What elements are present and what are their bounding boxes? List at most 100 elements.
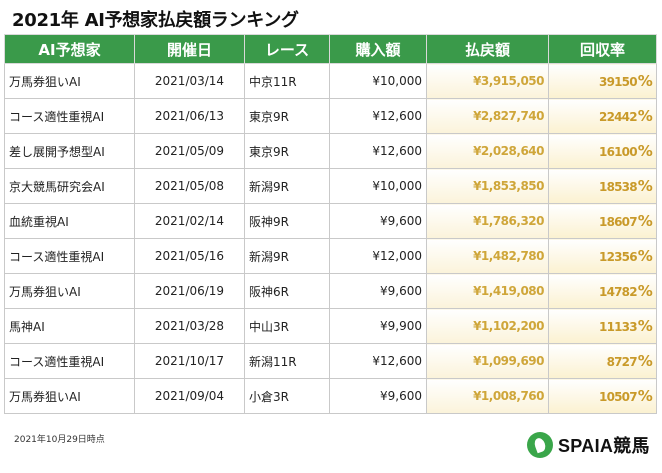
cell-date: 2021/06/19	[134, 273, 245, 309]
table-header-row: AI予想家 開催日 レース 購入額 払戻額 回収率	[4, 34, 657, 64]
cell-payout: ¥1,102,200	[426, 308, 549, 344]
rate-value: 16100	[599, 145, 638, 159]
cell-ai: 差し展開予想型AI	[4, 133, 135, 169]
table-row: 京大競馬研究会AI 2021/05/08 新潟9R ¥10,000 ¥1,853…	[4, 168, 657, 204]
rate-percent: %	[637, 107, 653, 125]
cell-race: 新潟9R	[244, 238, 330, 274]
rate-percent: %	[637, 387, 653, 405]
rate-value: 22442	[599, 110, 638, 124]
cell-payout: ¥1,853,850	[426, 168, 549, 204]
cell-race: 小倉3R	[244, 378, 330, 414]
cell-purchase: ¥9,600	[329, 273, 427, 309]
header-purchase: 購入額	[329, 34, 427, 64]
cell-rate: 8727%	[548, 343, 657, 379]
cell-payout: ¥1,419,080	[426, 273, 549, 309]
table-row: コース適性重視AI 2021/10/17 新潟11R ¥12,600 ¥1,09…	[4, 343, 657, 379]
rate-value: 39150	[599, 75, 638, 89]
header-rate: 回収率	[548, 34, 657, 64]
cell-rate: 10507%	[548, 378, 657, 414]
cell-purchase: ¥10,000	[329, 63, 427, 99]
cell-ai: コース適性重視AI	[4, 98, 135, 134]
table-row: 万馬券狙いAI 2021/06/19 阪神6R ¥9,600 ¥1,419,08…	[4, 273, 657, 309]
cell-date: 2021/05/09	[134, 133, 245, 169]
cell-race: 東京9R	[244, 133, 330, 169]
cell-race: 阪神6R	[244, 273, 330, 309]
cell-rate: 11133%	[548, 308, 657, 344]
cell-race: 東京9R	[244, 98, 330, 134]
cell-date: 2021/09/04	[134, 378, 245, 414]
table-row: コース適性重視AI 2021/05/16 新潟9R ¥12,000 ¥1,482…	[4, 238, 657, 274]
rate-percent: %	[637, 212, 653, 230]
table-row: 万馬券狙いAI 2021/03/14 中京11R ¥10,000 ¥3,915,…	[4, 63, 657, 99]
cell-date: 2021/05/16	[134, 238, 245, 274]
rate-value: 10507	[599, 390, 638, 404]
rate-percent: %	[637, 177, 653, 195]
cell-purchase: ¥12,000	[329, 238, 427, 274]
cell-payout: ¥1,786,320	[426, 203, 549, 239]
ranking-table: AI予想家 開催日 レース 購入額 払戻額 回収率 万馬券狙いAI 2021/0…	[4, 34, 657, 414]
cell-payout: ¥3,915,050	[426, 63, 549, 99]
rate-value: 14782	[599, 285, 638, 299]
cell-payout: ¥2,827,740	[426, 98, 549, 134]
cell-date: 2021/06/13	[134, 98, 245, 134]
cell-purchase: ¥12,600	[329, 98, 427, 134]
cell-rate: 12356%	[548, 238, 657, 274]
cell-payout: ¥1,008,760	[426, 378, 549, 414]
rate-value: 18607	[599, 215, 638, 229]
header-date: 開催日	[134, 34, 245, 64]
cell-ai: 馬神AI	[4, 308, 135, 344]
cell-rate: 22442%	[548, 98, 657, 134]
rate-percent: %	[637, 142, 653, 160]
cell-date: 2021/05/08	[134, 168, 245, 204]
cell-date: 2021/02/14	[134, 203, 245, 239]
table-row: コース適性重視AI 2021/06/13 東京9R ¥12,600 ¥2,827…	[4, 98, 657, 134]
cell-purchase: ¥9,600	[329, 203, 427, 239]
cell-payout: ¥2,028,640	[426, 133, 549, 169]
rate-percent: %	[637, 352, 653, 370]
cell-date: 2021/10/17	[134, 343, 245, 379]
cell-purchase: ¥9,600	[329, 378, 427, 414]
table-row: 万馬券狙いAI 2021/09/04 小倉3R ¥9,600 ¥1,008,76…	[4, 378, 657, 414]
cell-ai: コース適性重視AI	[4, 343, 135, 379]
header-ai: AI予想家	[4, 34, 135, 64]
logo-text: SPAIA競馬	[558, 436, 650, 456]
cell-ai: 京大競馬研究会AI	[4, 168, 135, 204]
rate-percent: %	[637, 72, 653, 90]
cell-rate: 39150%	[548, 63, 657, 99]
cell-race: 新潟11R	[244, 343, 330, 379]
cell-date: 2021/03/28	[134, 308, 245, 344]
cell-ai: 万馬券狙いAI	[4, 378, 135, 414]
cell-race: 中京11R	[244, 63, 330, 99]
page-title: 2021年 AI予想家払戻額ランキング	[12, 10, 299, 31]
cell-race: 阪神9R	[244, 203, 330, 239]
as-of-date-note: 2021年10月29日時点	[14, 435, 105, 445]
cell-ai: 万馬券狙いAI	[4, 63, 135, 99]
header-race: レース	[244, 34, 330, 64]
rate-percent: %	[637, 282, 653, 300]
table-row: 血統重視AI 2021/02/14 阪神9R ¥9,600 ¥1,786,320…	[4, 203, 657, 239]
spaia-logo-icon	[527, 432, 553, 458]
cell-rate: 16100%	[548, 133, 657, 169]
cell-purchase: ¥10,000	[329, 168, 427, 204]
cell-ai: コース適性重視AI	[4, 238, 135, 274]
rate-value: 18538	[599, 180, 638, 194]
rate-value: 8727	[606, 355, 638, 369]
table-row: 馬神AI 2021/03/28 中山3R ¥9,900 ¥1,102,200 1…	[4, 308, 657, 344]
rate-value: 11133	[599, 320, 638, 334]
cell-date: 2021/03/14	[134, 63, 245, 99]
cell-purchase: ¥12,600	[329, 343, 427, 379]
spaia-logo: SPAIA競馬	[527, 430, 650, 460]
rate-percent: %	[637, 247, 653, 265]
cell-race: 新潟9R	[244, 168, 330, 204]
cell-rate: 18538%	[548, 168, 657, 204]
table-row: 差し展開予想型AI 2021/05/09 東京9R ¥12,600 ¥2,028…	[4, 133, 657, 169]
cell-payout: ¥1,099,690	[426, 343, 549, 379]
cell-race: 中山3R	[244, 308, 330, 344]
cell-ai: 血統重視AI	[4, 203, 135, 239]
cell-rate: 14782%	[548, 273, 657, 309]
rate-value: 12356	[599, 250, 638, 264]
cell-rate: 18607%	[548, 203, 657, 239]
rate-percent: %	[637, 317, 653, 335]
cell-payout: ¥1,482,780	[426, 238, 549, 274]
header-payout: 払戻額	[426, 34, 549, 64]
